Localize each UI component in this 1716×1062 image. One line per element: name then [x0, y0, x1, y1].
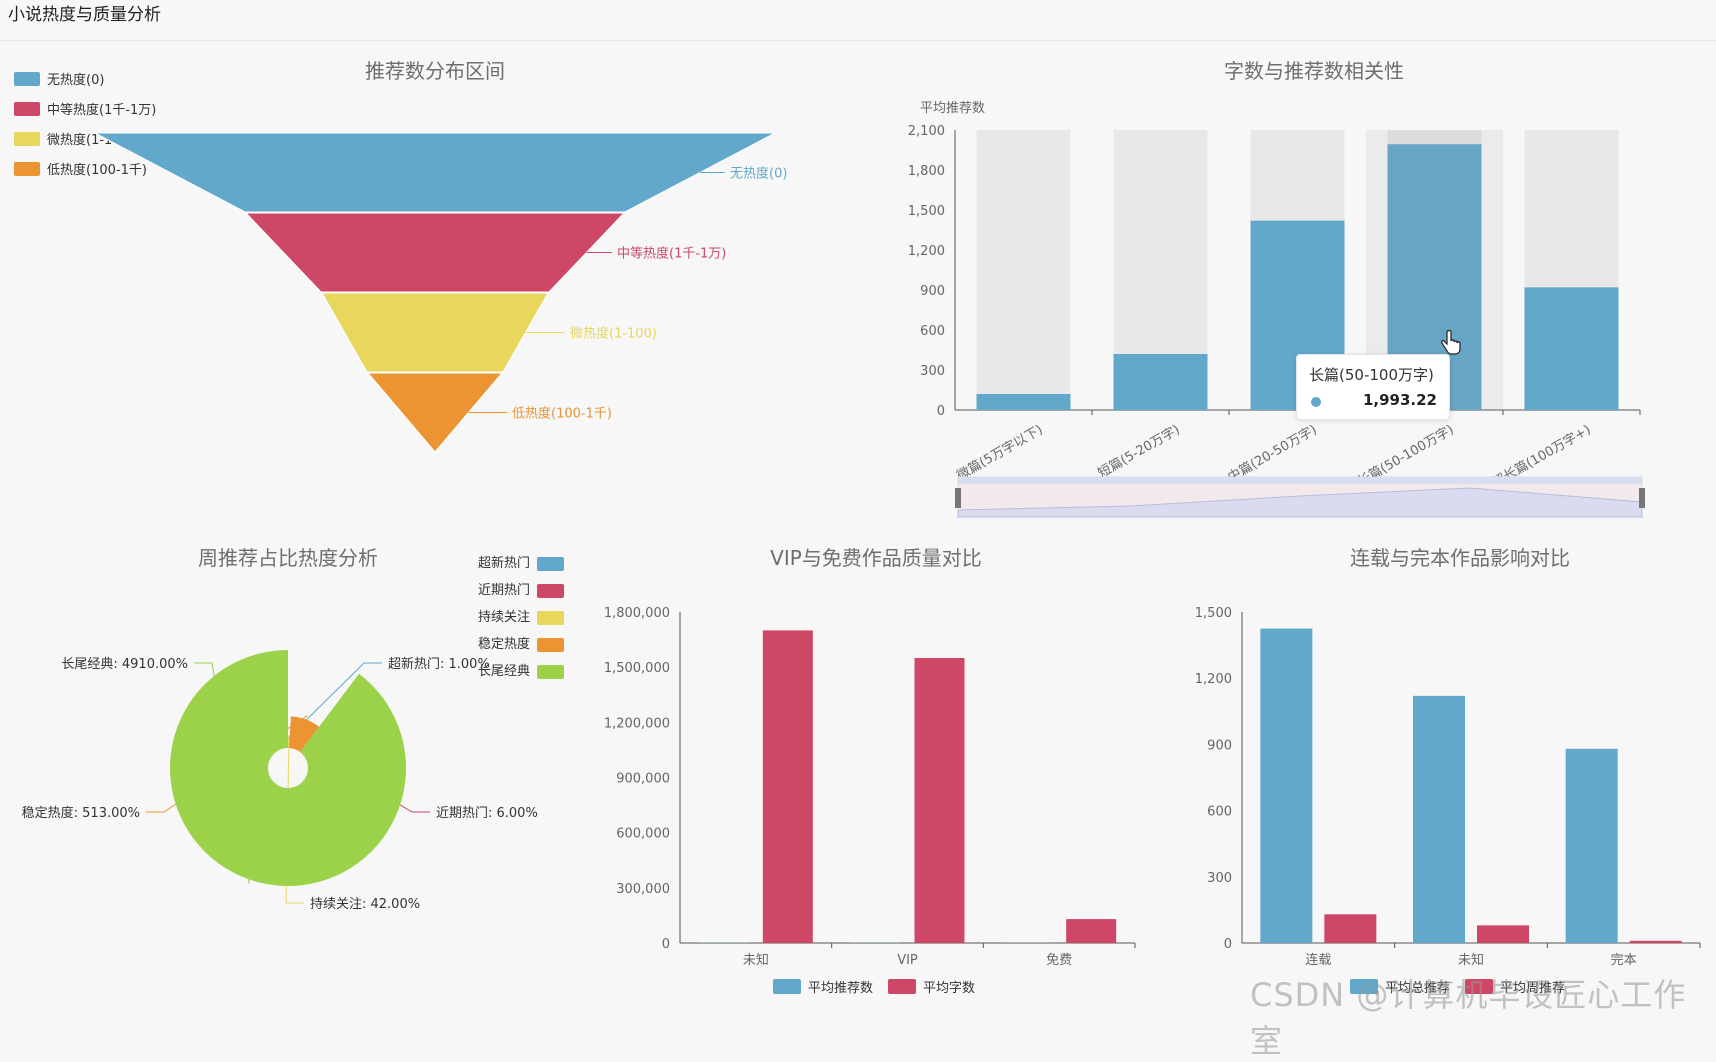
serial-xlabel: 完本	[1611, 953, 1637, 968]
serial-bar	[1413, 696, 1465, 943]
serial-title: 连载与完本作品影响对比	[1350, 546, 1570, 570]
funnel-stage-label: 无热度(0)	[730, 166, 787, 182]
wordcount-ytick: 1,800	[908, 164, 945, 179]
funnel-stage-label: 低热度(100-1千)	[512, 406, 612, 422]
serial-chart: 连载与完本作品影响对比03006009001,2001,500连载未知完本平均总…	[1170, 530, 1716, 1000]
vip-ytick: 1,200,000	[604, 716, 670, 731]
funnel-legend-label: 无热度(0)	[47, 72, 104, 88]
funnel-stage-label: 中等热度(1千-1万)	[617, 246, 726, 262]
serial-xlabel: 连载	[1305, 952, 1331, 968]
vip-bar	[763, 630, 813, 943]
vip-xlabel: 未知	[743, 952, 769, 968]
vip-ytick: 1,800,000	[604, 606, 670, 621]
wordcount-bar	[977, 394, 1071, 410]
vip-chart: VIP与免费作品质量对比 0 300,000 600,000 900,000 1,200,…	[580, 530, 1170, 1000]
vip-bar	[1066, 919, 1116, 943]
serial-bar	[1566, 749, 1618, 943]
weekly-legend-label: 稳定热度	[478, 636, 530, 652]
vip-title: VIP与免费作品质量对比	[770, 546, 982, 570]
weekly-slice-label: 持续关注: 42.00%	[310, 897, 420, 912]
funnel-stage	[322, 293, 548, 372]
serial-bar	[1260, 629, 1312, 943]
funnel-legend-swatch	[14, 132, 40, 146]
serial-xlabel: 未知	[1458, 952, 1484, 968]
weekly-slice-label: 稳定热度: 513.00%	[22, 805, 140, 821]
wordcount-ytick: 1,200	[908, 244, 945, 259]
vip-xlabel: 免费	[1046, 953, 1072, 968]
serial-ytick: 300	[1207, 871, 1232, 886]
wordcount-ytick: 0	[937, 404, 945, 419]
serial-bar	[1477, 925, 1529, 943]
vip-ytick: 900,000	[616, 772, 670, 787]
wordcount-ytick: 900	[920, 284, 945, 299]
vip-legend-label: 平均字数	[923, 981, 975, 996]
wordcount-bar	[1114, 354, 1208, 410]
wordcount-xlabel: 微篇(5万字以下)	[954, 422, 1045, 483]
weekly-legend-swatch	[537, 584, 564, 598]
tooltip-value: 1,993.22	[1363, 391, 1437, 409]
wordcount-bg-bar	[977, 130, 1071, 410]
csdn-watermark: CSDN @计算机毕设匠心工作室	[1250, 970, 1716, 1062]
weekly-slice-label: 近期热门: 6.00%	[436, 806, 538, 821]
serial-ytick: 900	[1207, 738, 1232, 753]
chart-tooltip: 长篇(50-100万字) 1,993.22	[1296, 354, 1450, 420]
funnel-title: 推荐数分布区间	[365, 59, 505, 83]
serial-bar	[1630, 941, 1682, 943]
weekly-legend-swatch	[537, 611, 564, 625]
weekly-legend-swatch	[537, 557, 564, 571]
weekly-slice-label: 长尾经典: 4910.00%	[61, 657, 188, 672]
serial-ytick: 0	[1224, 937, 1232, 952]
datazoom-top-bar	[958, 477, 1642, 484]
datazoom-handle-right	[1639, 488, 1645, 508]
wordcount-ylabel: 平均推荐数	[920, 101, 985, 116]
page-title: 小说热度与质量分析	[8, 0, 161, 25]
wordcount-title: 字数与推荐数相关性	[1224, 59, 1404, 83]
vip-ytick: 1,500,000	[604, 661, 670, 676]
serial-ytick: 1,200	[1195, 672, 1232, 687]
wordcount-bar	[1525, 287, 1619, 410]
funnel-stage	[95, 133, 775, 212]
weekly-rose-chart: 周推荐占比热度分析超新热门近期热门持续关注稳定热度长尾经典超新热门: 1.00%…	[0, 530, 580, 950]
serial-bar	[1324, 914, 1376, 943]
weekly-legend-swatch	[537, 665, 564, 679]
weekly-legend-label: 近期热门	[478, 583, 530, 598]
weekly-legend-label: 超新热门	[478, 555, 530, 571]
funnel-legend-label: 低热度(100-1千)	[47, 162, 147, 178]
vip-xlabel: VIP	[897, 953, 918, 968]
wordcount-xlabel: 短篇(5-20万字)	[1096, 422, 1183, 481]
serial-ytick: 1,500	[1195, 606, 1232, 621]
vip-legend-swatch	[773, 979, 801, 994]
funnel-stage-label: 微热度(1-100)	[570, 326, 657, 342]
wordcount-xlabel: 中篇(20-50万字)	[1225, 422, 1319, 485]
wordcount-ytick: 600	[920, 324, 945, 339]
wordcount-ytick: 2,100	[908, 124, 945, 139]
datazoom-handle-left	[955, 488, 961, 508]
vip-legend-label: 平均推荐数	[808, 981, 873, 996]
funnel-legend-swatch	[14, 72, 40, 86]
tooltip-dot	[1311, 397, 1321, 407]
serial-ytick: 600	[1207, 805, 1232, 820]
vip-legend-swatch	[888, 979, 916, 994]
weekly-legend-swatch	[537, 638, 564, 652]
vip-bar	[915, 658, 965, 943]
weekly-title: 周推荐占比热度分析	[198, 546, 378, 570]
header-divider	[0, 40, 1716, 41]
weekly-slice-label: 超新热门: 1.00%	[388, 656, 490, 672]
vip-ytick: 0	[662, 937, 670, 952]
wordcount-ytick: 1,500	[908, 204, 945, 219]
funnel-legend-swatch	[14, 162, 40, 176]
funnel-stage	[246, 213, 624, 292]
tooltip-name: 长篇(50-100万字)	[1309, 364, 1434, 385]
funnel-legend-label: 中等热度(1千-1万)	[47, 102, 156, 118]
weekly-legend-label: 持续关注	[478, 610, 530, 625]
wordcount-ytick: 300	[920, 364, 945, 379]
vip-ytick: 600,000	[616, 827, 670, 842]
funnel-legend-swatch	[14, 102, 40, 116]
vip-ytick: 300,000	[616, 882, 670, 897]
hand-cursor-icon	[1440, 330, 1462, 356]
